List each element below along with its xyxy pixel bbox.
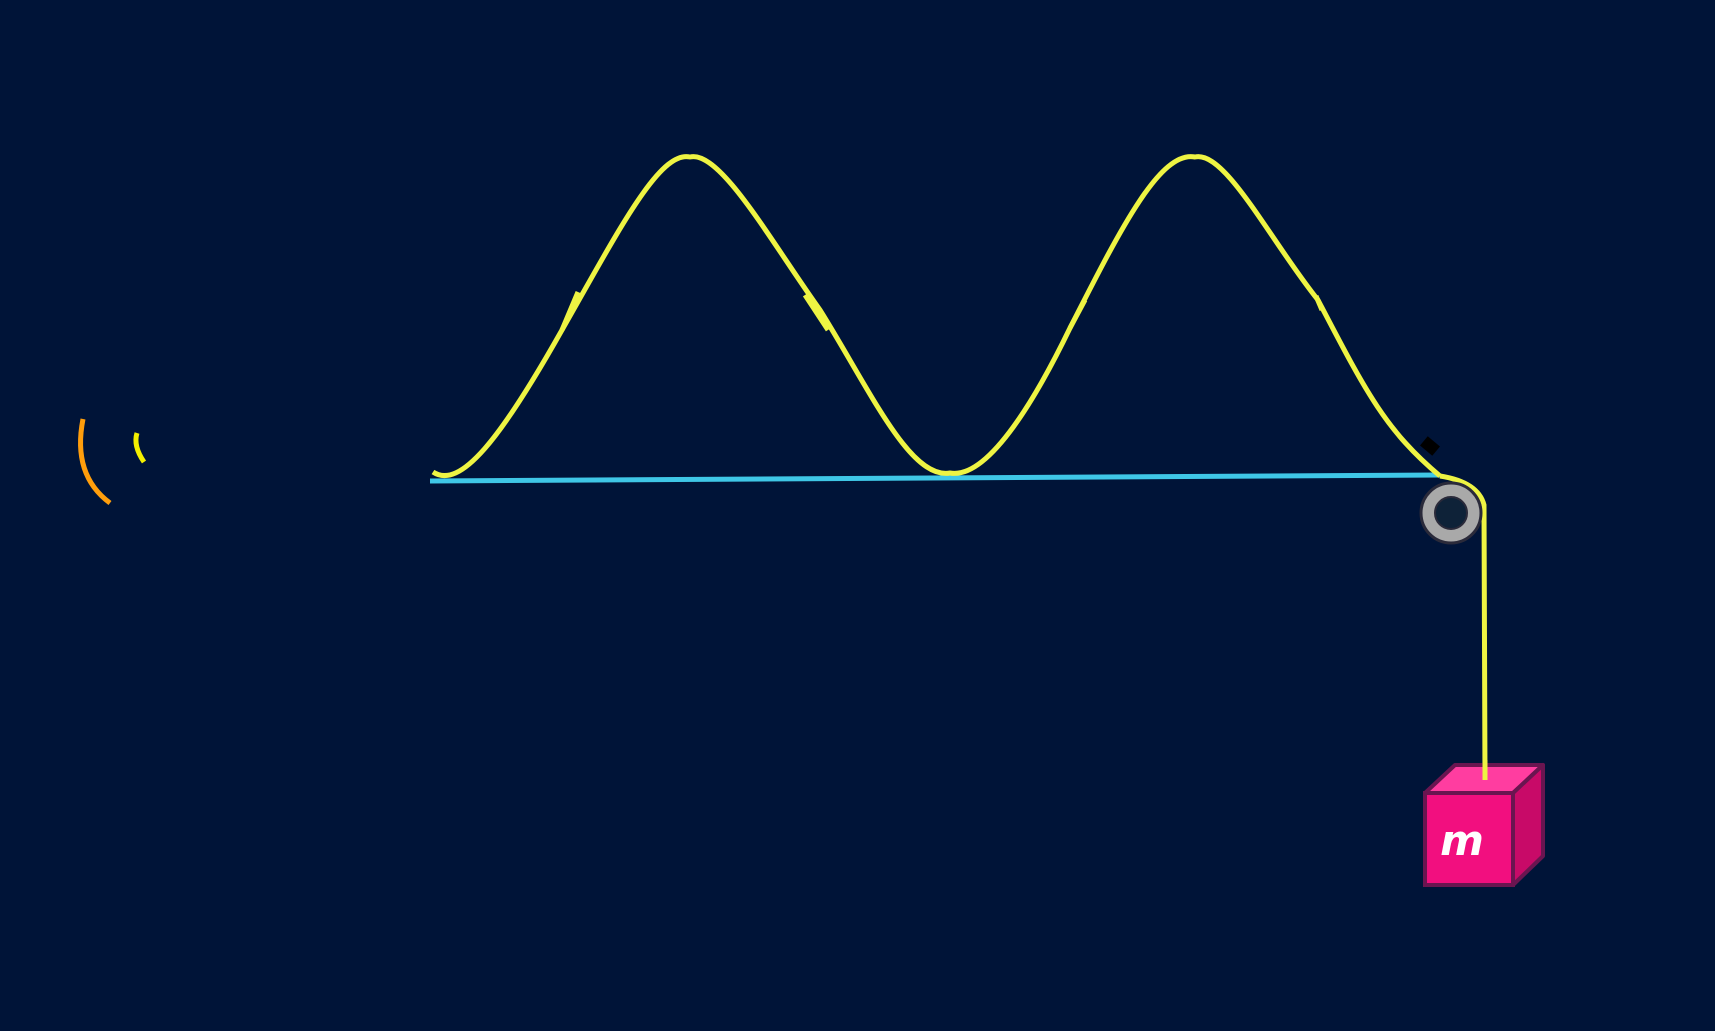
sound-wave-icon: [78, 418, 147, 506]
wave-kinks: [559, 291, 1325, 332]
standing-wave-string: [431, 154, 1442, 479]
string-clamp: [1420, 436, 1440, 456]
string-over-pulley: [1439, 473, 1488, 781]
wave-arc-outer: [78, 418, 112, 506]
block-front-face: [1423, 791, 1515, 887]
pulley-icon: [1419, 481, 1483, 545]
cube-icon: m: [1423, 763, 1545, 887]
pulley-axle: [1434, 496, 1468, 530]
wave-arc-inner: [133, 432, 147, 464]
mass-label: m: [1440, 816, 1484, 865]
equilibrium-line: [429, 472, 1441, 484]
